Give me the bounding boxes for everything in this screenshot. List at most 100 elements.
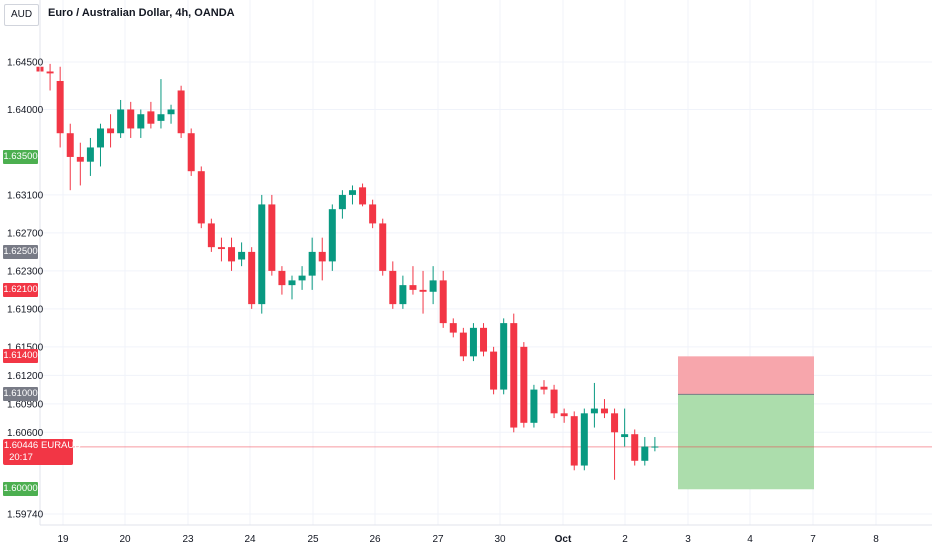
candle[interactable] (560, 408, 568, 423)
candle-body (328, 209, 336, 262)
candle[interactable] (419, 270, 427, 314)
candle[interactable] (449, 318, 457, 338)
candle-body (520, 346, 528, 423)
candle[interactable] (308, 237, 316, 290)
candle[interactable] (167, 104, 175, 124)
candle-body (580, 413, 588, 466)
candle-body (76, 156, 84, 162)
candle[interactable] (117, 99, 125, 138)
candle[interactable] (56, 66, 64, 148)
candle[interactable] (641, 437, 649, 466)
candle[interactable] (127, 101, 135, 138)
currency-badge[interactable]: AUD (4, 4, 40, 26)
candle[interactable] (187, 128, 195, 176)
candle[interactable] (107, 114, 115, 148)
candle-body (369, 204, 377, 224)
candle[interactable] (157, 79, 165, 129)
time-tick-label: 25 (307, 534, 319, 545)
candle[interactable] (540, 380, 548, 395)
candle-body (217, 247, 225, 250)
take-profit-zone[interactable] (678, 394, 814, 490)
candle[interactable] (76, 142, 84, 186)
candle[interactable] (46, 63, 54, 91)
candle-body (107, 128, 115, 134)
time-tick-label: 7 (810, 534, 816, 545)
price-tick-label: 1.64000 (7, 105, 44, 116)
candle[interactable] (177, 85, 185, 138)
time-axis: 19 20 23 24 25 26 27 30 Oct 2 3 4 7 8 (57, 534, 879, 545)
symbol-title[interactable]: Euro / Australian Dollar, 4h, OANDA (48, 7, 235, 19)
price-tick-label: 1.62300 (7, 266, 44, 277)
candle-body (621, 434, 629, 438)
candle-body (641, 446, 649, 461)
time-tick-label: 30 (494, 534, 506, 545)
candle-body (238, 251, 246, 260)
candle[interactable] (348, 185, 356, 205)
candle[interactable] (207, 218, 215, 252)
candle[interactable] (288, 275, 296, 300)
price-tick-label: 1.61200 (7, 371, 44, 382)
candle-body (298, 275, 306, 281)
candle[interactable] (480, 323, 488, 357)
candle[interactable] (600, 399, 608, 419)
candle[interactable] (490, 346, 498, 395)
candle[interactable] (228, 237, 236, 271)
candle-body (117, 109, 125, 134)
candle-body (560, 413, 568, 417)
candle[interactable] (530, 384, 538, 428)
candle-body (500, 323, 508, 390)
candle[interactable] (328, 204, 336, 271)
candle[interactable] (359, 183, 367, 207)
candle-body (66, 133, 74, 157)
candle[interactable] (409, 266, 417, 295)
candle[interactable] (500, 318, 508, 395)
candle-body (137, 114, 145, 129)
candle[interactable] (621, 408, 629, 447)
candle[interactable] (217, 237, 225, 262)
candle[interactable] (389, 261, 397, 309)
candle-body (359, 187, 367, 205)
candle[interactable] (369, 199, 377, 229)
candle-body (147, 111, 155, 124)
candle[interactable] (338, 190, 346, 219)
candle[interactable] (510, 313, 518, 433)
candle[interactable] (429, 266, 437, 305)
candle[interactable] (580, 408, 588, 471)
candle[interactable] (590, 382, 598, 428)
time-tick-label: 27 (432, 534, 444, 545)
candle[interactable] (399, 275, 407, 309)
candle-body (167, 109, 175, 115)
candle[interactable] (611, 408, 619, 480)
candle[interactable] (631, 429, 639, 466)
candle-body (258, 204, 266, 305)
candle[interactable] (550, 384, 558, 419)
candle[interactable] (248, 247, 256, 309)
time-tick-label: 19 (57, 534, 69, 545)
candle[interactable] (66, 123, 74, 191)
candle[interactable] (96, 123, 104, 167)
candle[interactable] (439, 270, 447, 328)
candle[interactable] (520, 342, 528, 428)
candle[interactable] (469, 323, 477, 362)
candle[interactable] (379, 218, 387, 276)
candle[interactable] (258, 194, 266, 314)
candle[interactable] (298, 266, 306, 290)
candle-body (611, 413, 619, 433)
candle[interactable] (268, 194, 276, 276)
candle[interactable] (459, 327, 467, 362)
candle[interactable] (651, 437, 659, 452)
candle[interactable] (86, 137, 94, 176)
candle[interactable] (147, 101, 155, 129)
stop-loss-zone[interactable] (678, 356, 814, 395)
candle[interactable] (137, 109, 145, 138)
candle[interactable] (318, 237, 326, 281)
candle[interactable] (570, 411, 578, 471)
candle[interactable] (197, 166, 205, 229)
candle-body (338, 194, 346, 210)
price-tick-label: 1.59740 (7, 509, 44, 520)
candle[interactable] (238, 242, 246, 267)
candle[interactable] (278, 266, 286, 295)
candle-body (157, 114, 165, 121)
price-level-label: 1.62500 (3, 244, 38, 259)
